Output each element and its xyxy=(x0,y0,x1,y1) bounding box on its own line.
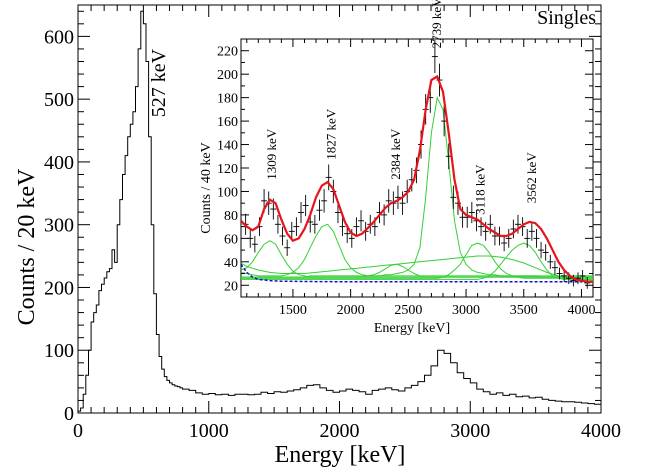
inset-y-tick-label: 60 xyxy=(224,232,238,247)
inset-x-tick-label: 4000 xyxy=(567,303,595,318)
inset-x-axis-label: Energy [keV] xyxy=(374,321,450,336)
fit-component-line xyxy=(241,242,593,279)
y-tick-label: 400 xyxy=(44,152,74,174)
y-tick-label: 200 xyxy=(44,277,74,299)
x-axis-label: Energy [keV] xyxy=(275,442,406,468)
inset-x-tick-label: 2500 xyxy=(394,303,422,318)
inset-x-tick-label: 3500 xyxy=(510,303,538,318)
x-tick-label: 3000 xyxy=(450,420,490,442)
y-tick-label: 0 xyxy=(64,403,74,425)
x-tick-label: 2000 xyxy=(320,420,360,442)
peak-label: 3562 keV xyxy=(524,152,539,204)
fit-component-line xyxy=(241,242,593,280)
inset-x-tick-label: 1500 xyxy=(279,303,307,318)
inset-x-tick-label: 3000 xyxy=(452,303,480,318)
total-fit-line xyxy=(241,74,593,283)
inset-y-tick-label: 160 xyxy=(217,115,238,130)
fit-component-line xyxy=(241,263,593,278)
y-tick-label: 100 xyxy=(44,340,74,362)
inset-x-tick-label: 2000 xyxy=(337,303,365,318)
peak-label: 3118 keV xyxy=(473,164,488,215)
peak-label: 2739 keV xyxy=(429,0,444,48)
inset-y-tick-label: 140 xyxy=(217,139,238,154)
inset-plot-area xyxy=(241,40,593,289)
inset-y-tick-label: 80 xyxy=(224,209,238,224)
inset-y-tick-label: 200 xyxy=(217,68,238,83)
x-tick-label: 1000 xyxy=(189,420,229,442)
peak-label: 2384 keV xyxy=(388,128,403,180)
background-fit-line xyxy=(241,263,593,283)
y-tick-label: 600 xyxy=(44,26,74,48)
y-axis-label: Counts / 20 keV xyxy=(14,168,40,325)
peak-label: 1827 keV xyxy=(324,108,339,160)
x-tick-label: 4000 xyxy=(581,420,621,442)
inset-y-tick-label: 40 xyxy=(224,256,238,271)
y-tick-label: 500 xyxy=(44,89,74,111)
inset-y-tick-label: 20 xyxy=(224,279,238,294)
peak-annotation-527: 527 keV xyxy=(148,48,170,117)
histogram-line xyxy=(78,10,601,412)
inset-fit-plot: 1500 2000 2500 3000 3500 4000 20 40 60 80 100 120 14… xyxy=(217,0,595,318)
chart-title: Singles xyxy=(537,7,596,29)
inset-y-tick-label: 220 xyxy=(217,45,238,60)
fit-component-line xyxy=(241,255,593,282)
y-tick-label: 300 xyxy=(44,215,74,237)
peak-label: 1309 keV xyxy=(264,128,279,180)
x-tick-label: 0 xyxy=(73,420,83,442)
fit-component-line xyxy=(241,223,593,277)
inset-y-tick-label: 180 xyxy=(217,92,238,107)
inset-y-tick-label: 100 xyxy=(217,185,238,200)
inset-y-tick-label: 120 xyxy=(217,162,238,177)
inset-y-axis-label: Counts / 40 keV xyxy=(199,142,214,233)
